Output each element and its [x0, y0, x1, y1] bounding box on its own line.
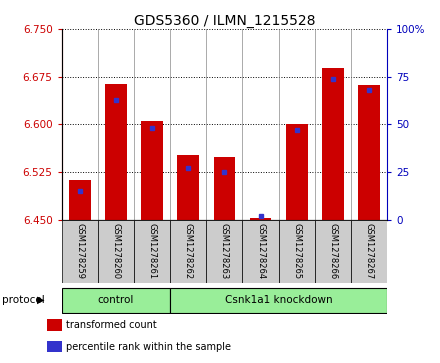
Bar [286, 124, 308, 220]
Bar [351, 220, 387, 283]
Text: protocol: protocol [2, 295, 45, 305]
Bar [47, 341, 62, 352]
Bar [242, 220, 279, 283]
Text: GSM1278263: GSM1278263 [220, 223, 229, 280]
Text: GSM1278260: GSM1278260 [111, 223, 121, 280]
Text: Csnk1a1 knockdown: Csnk1a1 knockdown [225, 295, 333, 305]
Text: GSM1278265: GSM1278265 [292, 223, 301, 280]
Text: GSM1278262: GSM1278262 [184, 223, 193, 280]
Text: GSM1278267: GSM1278267 [365, 223, 374, 280]
Bar [62, 288, 170, 313]
Text: percentile rank within the sample: percentile rank within the sample [66, 342, 231, 352]
Text: ▶: ▶ [37, 295, 44, 305]
Bar [69, 180, 91, 220]
Text: GSM1278266: GSM1278266 [328, 223, 337, 280]
Text: control: control [98, 295, 134, 305]
Bar [177, 155, 199, 220]
Bar [322, 68, 344, 220]
Bar [141, 121, 163, 220]
Text: transformed count: transformed count [66, 320, 157, 330]
Bar [358, 85, 380, 220]
Text: GSM1278259: GSM1278259 [75, 223, 84, 280]
Bar [47, 319, 62, 331]
Bar [62, 220, 98, 283]
Bar [213, 157, 235, 220]
Bar [250, 218, 271, 220]
Bar [98, 220, 134, 283]
Text: GSM1278261: GSM1278261 [147, 223, 157, 280]
Bar [134, 220, 170, 283]
Bar [105, 84, 127, 220]
Bar [315, 220, 351, 283]
Bar [170, 288, 387, 313]
Bar [170, 220, 206, 283]
Title: GDS5360 / ILMN_1215528: GDS5360 / ILMN_1215528 [134, 14, 315, 28]
Bar [279, 220, 315, 283]
Text: GSM1278264: GSM1278264 [256, 223, 265, 280]
Bar [206, 220, 242, 283]
